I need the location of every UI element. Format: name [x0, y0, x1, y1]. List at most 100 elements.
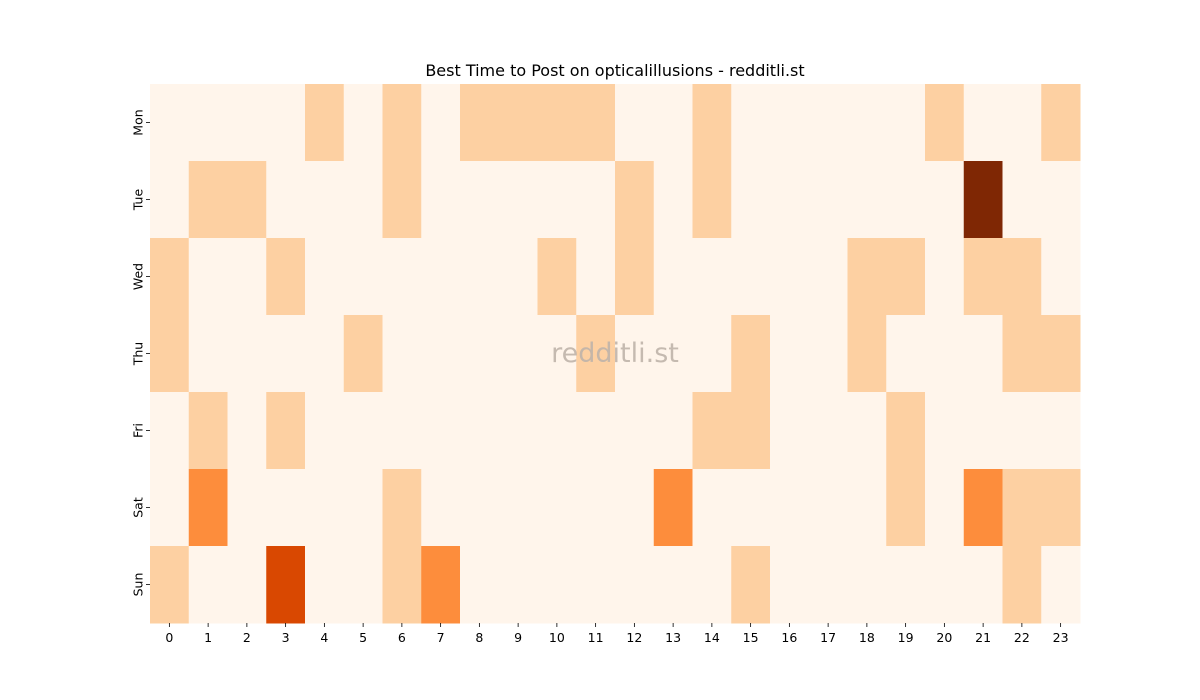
heatmap-cell-tue-6	[382, 161, 422, 239]
x-tick-label: 4	[320, 630, 328, 645]
x-tick-label: 3	[282, 630, 290, 645]
heatmap-cell-sun-18	[847, 546, 887, 624]
heatmap-cell-tue-5	[343, 161, 383, 239]
heatmap-cell-sat-18	[847, 469, 887, 547]
heatmap-cell-wed-12	[615, 238, 655, 316]
heatmap-cell-tue-11	[576, 161, 616, 239]
heatmap-cell-wed-3	[266, 238, 306, 316]
x-tick-label: 12	[626, 630, 642, 645]
heatmap-cell-tue-9	[498, 161, 538, 239]
heatmap-cell-mon-13	[653, 84, 693, 162]
x-tick-label: 11	[588, 630, 604, 645]
heatmap-cell-thu-13	[653, 315, 693, 393]
y-tick-label: Sun	[131, 573, 146, 597]
heatmap-cell-fri-19	[886, 392, 926, 470]
heatmap-cell-fri-8	[460, 392, 500, 470]
heatmap-cell-thu-20	[925, 315, 965, 393]
heatmap-cell-tue-3	[266, 161, 306, 239]
heatmap-cell-wed-1	[188, 238, 228, 316]
heatmap-cell-tue-20	[925, 161, 965, 239]
heatmap-cell-sun-22	[1002, 546, 1042, 624]
heatmap-cell-tue-2	[227, 161, 267, 239]
heatmap-cell-sat-5	[343, 469, 383, 547]
heatmap-cell-sun-10	[537, 546, 577, 624]
heatmap-cell-sun-11	[576, 546, 616, 624]
heatmap-cell-fri-13	[653, 392, 693, 470]
heatmap-cell-thu-0	[150, 315, 190, 393]
heatmap-cell-fri-18	[847, 392, 887, 470]
heatmap-cell-wed-2	[227, 238, 267, 316]
x-tick-label: 16	[781, 630, 797, 645]
heatmap-cell-sat-9	[498, 469, 538, 547]
heatmap-cell-wed-20	[925, 238, 965, 316]
heatmap-cell-thu-1	[188, 315, 228, 393]
heatmap-cell-thu-17	[808, 315, 848, 393]
heatmap-cell-mon-5	[343, 84, 383, 162]
heatmap-cell-fri-5	[343, 392, 383, 470]
heatmap-cell-fri-10	[537, 392, 577, 470]
heatmap-cell-mon-15	[731, 84, 771, 162]
heatmap-cell-wed-0	[150, 238, 190, 316]
heatmap-cell-tue-17	[808, 161, 848, 239]
x-tick-label: 2	[243, 630, 251, 645]
x-tick-label: 10	[549, 630, 565, 645]
heatmap-cell-sat-3	[266, 469, 306, 547]
heatmap-cell-fri-1	[188, 392, 228, 470]
y-tick-label: Thu	[131, 342, 146, 366]
heatmap-cell-sat-19	[886, 469, 926, 547]
heatmap-cell-tue-12	[615, 161, 655, 239]
heatmap-cell-tue-1	[188, 161, 228, 239]
x-tick-label: 1	[204, 630, 212, 645]
heatmap-cell-sat-17	[808, 469, 848, 547]
heatmap-cell-mon-12	[615, 84, 655, 162]
heatmap-cell-sat-10	[537, 469, 577, 547]
heatmap-cell-sun-17	[808, 546, 848, 624]
heatmap-cell-mon-11	[576, 84, 616, 162]
heatmap-cell-fri-12	[615, 392, 655, 470]
x-tick-label: 17	[820, 630, 836, 645]
y-tick-label: Sat	[131, 497, 146, 518]
heatmap-cell-tue-16	[770, 161, 810, 239]
y-tick-label: Fri	[131, 423, 146, 438]
y-axis: Mon Tue Wed Thu Fri Sat Sun	[131, 109, 150, 597]
heatmap-cell-fri-21	[963, 392, 1003, 470]
heatmap-cell-wed-11	[576, 238, 616, 316]
heatmap-cell-wed-9	[498, 238, 538, 316]
heatmap-cell-thu-18	[847, 315, 887, 393]
heatmap-cell-mon-17	[808, 84, 848, 162]
x-tick-label: 13	[665, 630, 681, 645]
heatmap-cell-sun-6	[382, 546, 422, 624]
x-tick-label: 21	[975, 630, 991, 645]
heatmap-cell-sat-14	[692, 469, 732, 547]
heatmap-cell-sat-21	[963, 469, 1003, 547]
heatmap-cell-fri-15	[731, 392, 771, 470]
heatmap-cell-thu-8	[460, 315, 500, 393]
heatmap-cell-wed-8	[460, 238, 500, 316]
heatmap-cell-thu-21	[963, 315, 1003, 393]
heatmap-cell-wed-13	[653, 238, 693, 316]
heatmap-cell-tue-7	[421, 161, 461, 239]
heatmap-cell-mon-7	[421, 84, 461, 162]
heatmap-cell-mon-1	[188, 84, 228, 162]
heatmap-cell-fri-16	[770, 392, 810, 470]
heatmap-cell-mon-6	[382, 84, 422, 162]
heatmap-cell-sat-0	[150, 469, 190, 547]
x-tick-label: 22	[1014, 630, 1030, 645]
heatmap-cell-fri-22	[1002, 392, 1042, 470]
heatmap-cell-fri-20	[925, 392, 965, 470]
heatmap-cell-wed-7	[421, 238, 461, 316]
heatmap-cell-fri-3	[266, 392, 306, 470]
heatmap-cell-mon-20	[925, 84, 965, 162]
heatmap-cell-wed-18	[847, 238, 887, 316]
heatmap-cells	[150, 84, 1081, 624]
heatmap-cell-thu-15	[731, 315, 771, 393]
heatmap-cell-thu-3	[266, 315, 306, 393]
heatmap-cell-wed-10	[537, 238, 577, 316]
heatmap-cell-mon-16	[770, 84, 810, 162]
heatmap-cell-wed-14	[692, 238, 732, 316]
heatmap-cell-tue-22	[1002, 161, 1042, 239]
heatmap-cell-sun-3	[266, 546, 306, 624]
heatmap-cell-tue-4	[305, 161, 345, 239]
heatmap-cell-sun-1	[188, 546, 228, 624]
heatmap-cell-wed-19	[886, 238, 926, 316]
